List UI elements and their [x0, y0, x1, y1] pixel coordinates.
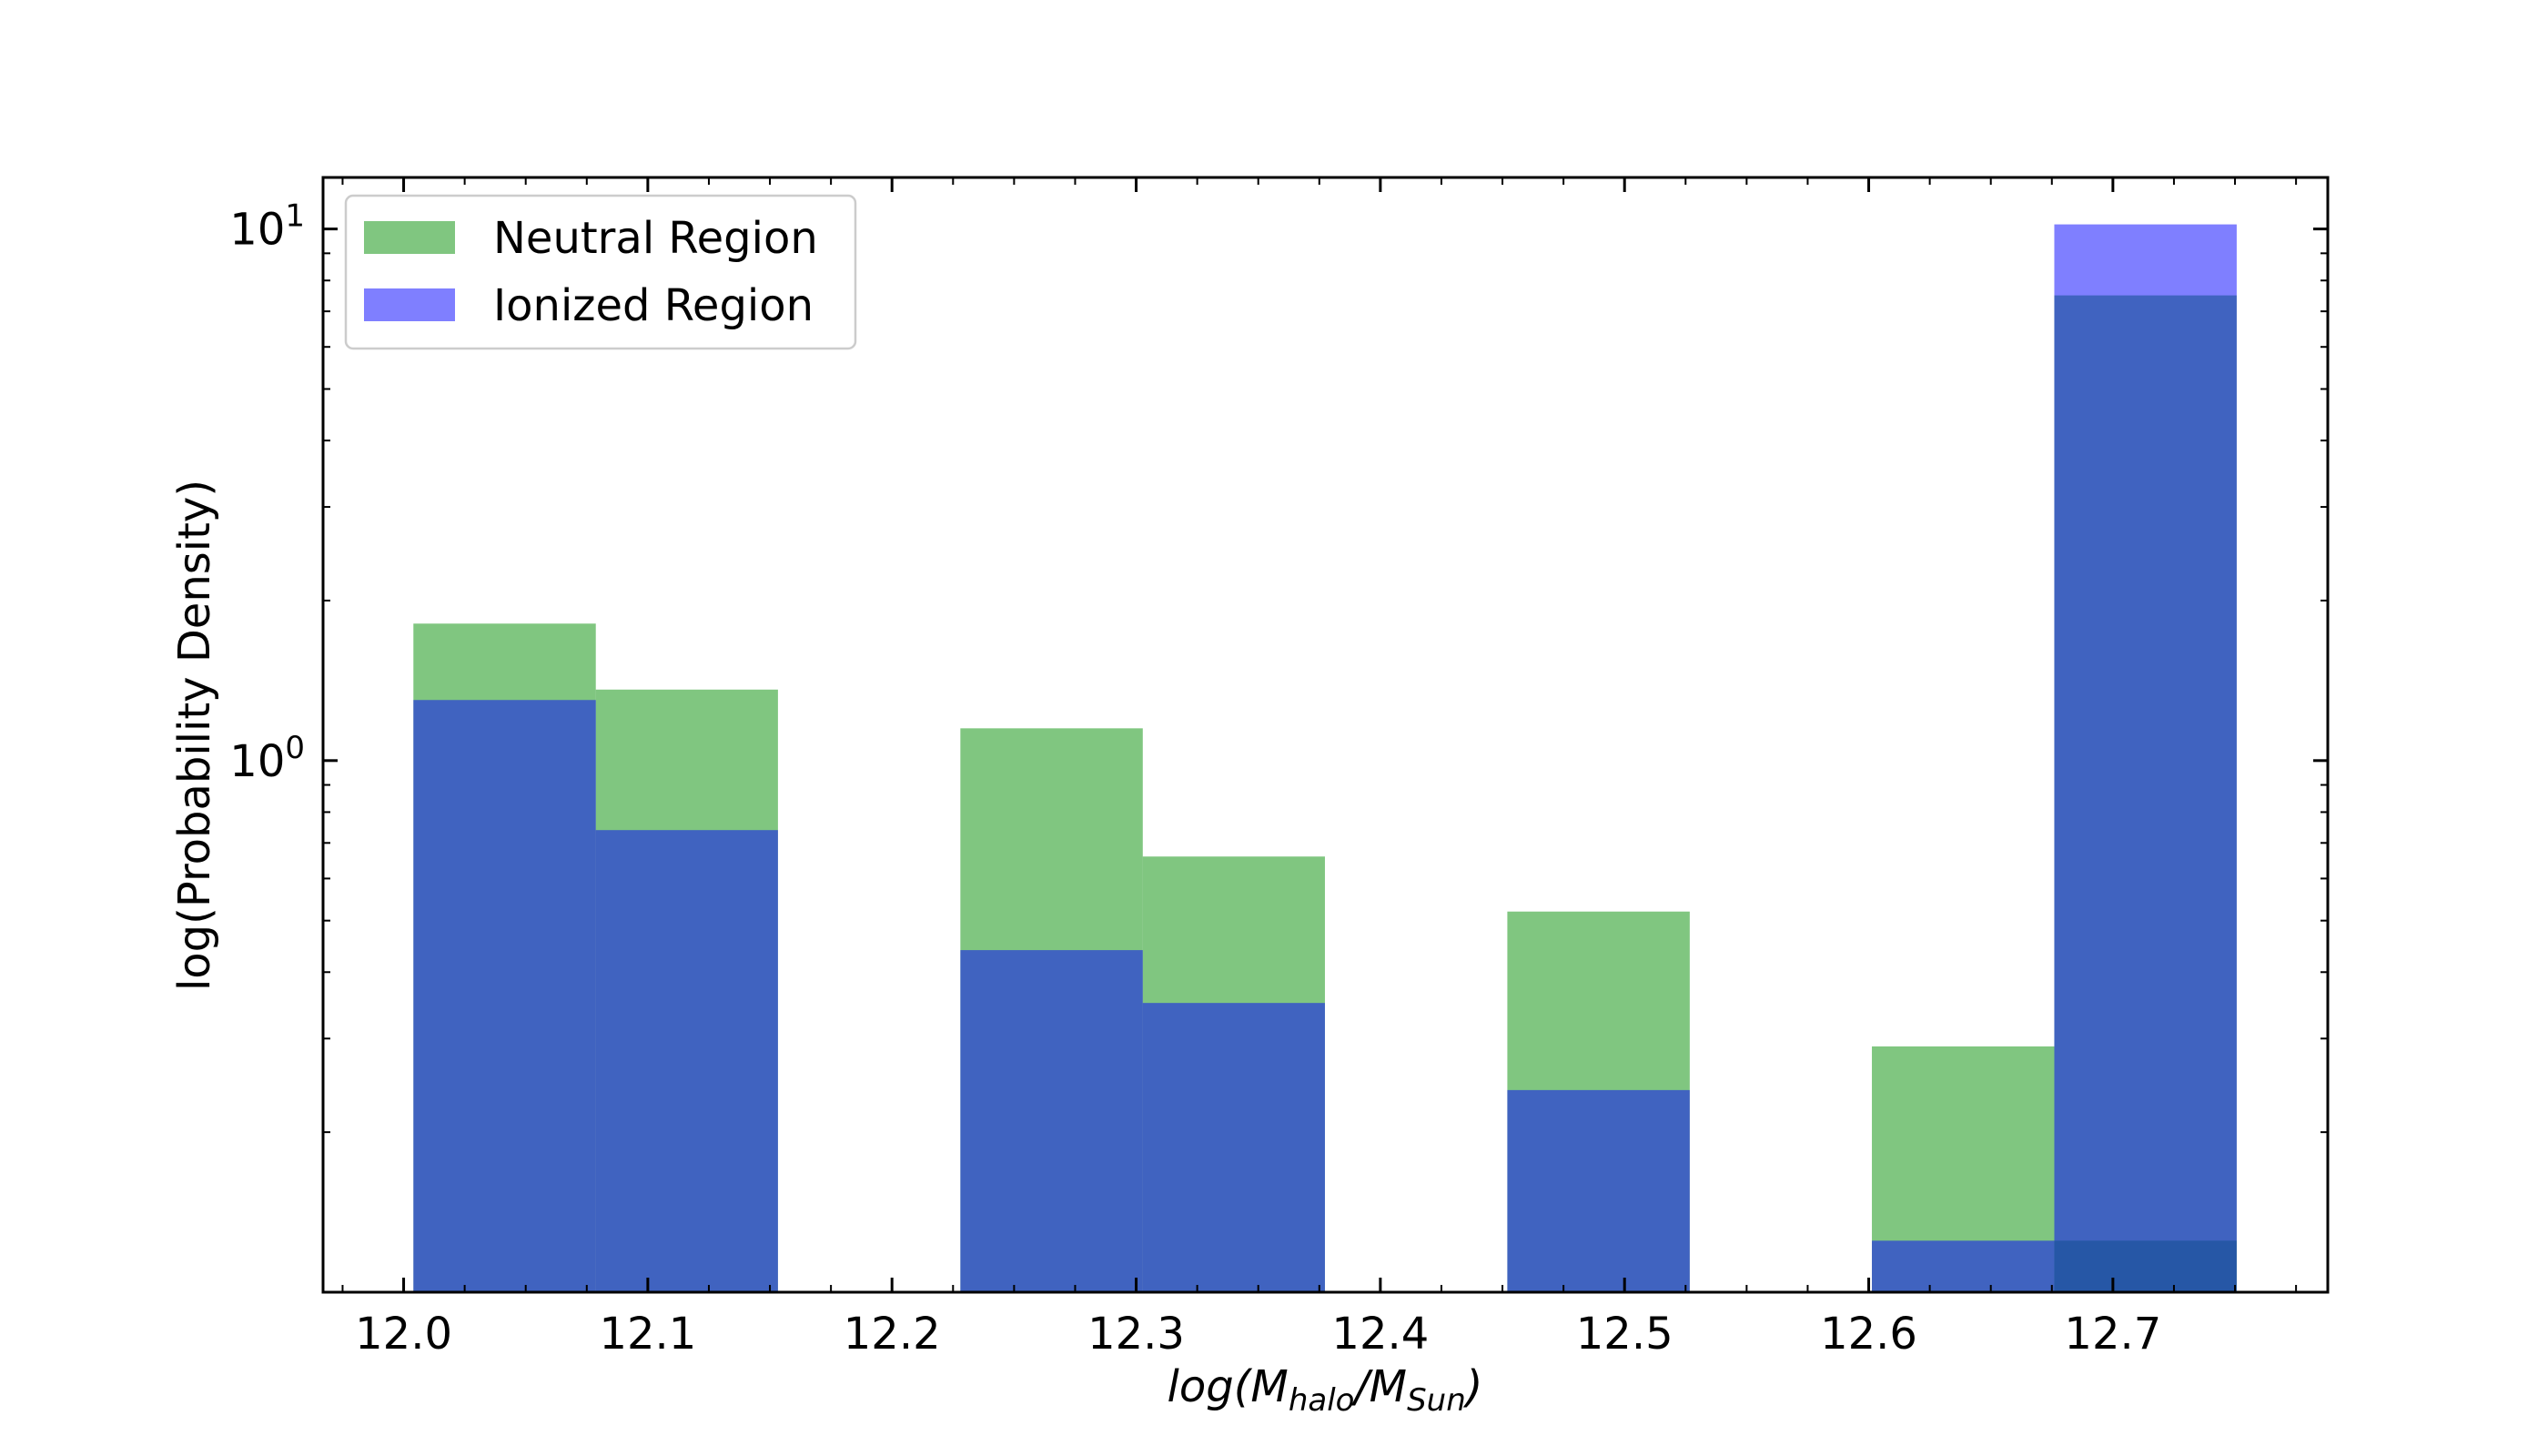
- x-tick-label: 12.7: [2064, 1309, 2161, 1360]
- y-axis-label: log(Probability Density): [169, 480, 220, 991]
- y-tick-label: 101: [229, 198, 305, 256]
- legend: Neutral Region Ionized Region: [344, 194, 857, 350]
- bar-ionized-region: [1507, 1089, 1690, 1292]
- ticks-layer: 12.0 12.1 12.2 12.3 12.4 12.5 12.6 12.7 100 101: [229, 177, 2328, 1360]
- x-tick-label: 12.6: [1820, 1309, 1917, 1360]
- legend-swatch-ionized: [364, 288, 455, 321]
- x-tick-label: 12.5: [1576, 1309, 1673, 1360]
- x-tick-label: 12.4: [1331, 1309, 1429, 1360]
- bar-ionized-region: [960, 950, 1143, 1292]
- legend-swatch-neutral: [364, 221, 455, 254]
- bar-ionized-region: [413, 700, 596, 1292]
- bar-ionized-region: [2054, 224, 2237, 1293]
- legend-label-ionized: Ionized Region: [493, 280, 814, 331]
- x-tick-label: 12.3: [1087, 1309, 1185, 1360]
- x-tick-label: 12.1: [599, 1309, 696, 1360]
- y-tick-label: 100: [229, 730, 305, 787]
- legend-label-neutral: Neutral Region: [493, 213, 818, 264]
- bar-ionized-region: [1872, 1240, 2055, 1292]
- x-tick-label: 12.0: [355, 1309, 452, 1360]
- x-tick-label: 12.2: [844, 1309, 941, 1360]
- plot-frame: [321, 176, 2330, 1294]
- bars-layer: [413, 224, 2237, 1293]
- legend-frame: [344, 194, 857, 350]
- x-axis-label: log(Mhalo/MSun): [1168, 1361, 1483, 1419]
- bar-ionized-region: [1142, 1003, 1325, 1292]
- bar-ionized-region: [595, 830, 778, 1292]
